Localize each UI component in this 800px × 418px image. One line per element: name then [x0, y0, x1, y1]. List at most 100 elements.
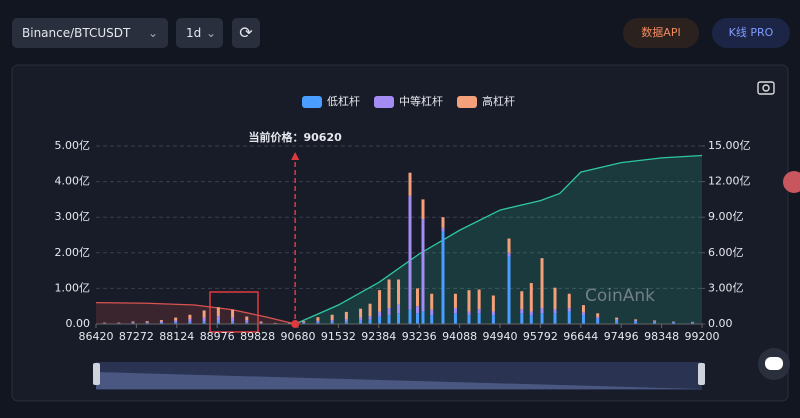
pro-button[interactable]: K线 PRO	[712, 18, 790, 48]
bar	[520, 291, 524, 310]
y2-tick-label: 15.00亿	[708, 139, 751, 152]
bar	[453, 313, 457, 324]
x-tick-label: 92384	[361, 330, 396, 343]
bar	[467, 311, 471, 316]
bar	[131, 322, 135, 323]
bar	[231, 309, 235, 318]
bar	[408, 309, 412, 324]
bar	[491, 311, 495, 316]
bar	[453, 307, 457, 314]
bar	[415, 306, 419, 314]
legend-label[interactable]: 低杠杆	[327, 94, 360, 108]
bar	[421, 199, 425, 219]
x-tick-label: 97496	[604, 330, 639, 343]
x-tick-label: 88976	[200, 330, 235, 343]
bar	[245, 320, 249, 323]
bar	[145, 321, 149, 323]
bar	[596, 318, 600, 324]
bar	[615, 320, 619, 324]
bar	[145, 322, 149, 324]
camera-icon[interactable]	[757, 81, 775, 95]
bar	[520, 309, 524, 314]
bar	[245, 322, 249, 324]
y2-tick-label: 12.00亿	[708, 175, 751, 188]
bar	[653, 320, 657, 322]
y2-tick-label: 9.00亿	[708, 210, 744, 223]
bar	[553, 309, 557, 314]
area-line	[95, 301, 296, 325]
x-tick-label: 87272	[119, 330, 154, 343]
chart: 0.00 1.00亿 2.00亿 3.00亿 4.00亿 5.00亿 0.00 3.00亿 6.…	[11, 64, 800, 402]
bar	[553, 287, 557, 310]
bar	[491, 315, 495, 324]
bar	[507, 256, 511, 324]
bar	[302, 322, 306, 324]
bar	[540, 258, 544, 308]
x-tick-label: 95792	[523, 330, 558, 343]
bar	[467, 315, 471, 324]
bar	[408, 195, 412, 310]
x-tick-label: 94940	[483, 330, 518, 343]
bar	[202, 317, 206, 322]
camera-lens	[762, 84, 770, 92]
bar	[359, 317, 363, 321]
bar	[441, 231, 445, 324]
bar	[529, 311, 533, 316]
bar	[316, 317, 320, 321]
legend-swatch	[457, 96, 477, 108]
bar	[567, 307, 571, 312]
bar	[378, 316, 382, 324]
bar	[634, 321, 638, 324]
bar	[316, 322, 320, 324]
x-tick-label: 88124	[159, 330, 194, 343]
bar	[672, 322, 676, 324]
bar	[368, 303, 372, 317]
pro-text: K线 PRO	[728, 26, 774, 39]
plot: 0.00 1.00亿 2.00亿 3.00亿 4.00亿 5.00亿 0.00 3.00亿 6.…	[55, 94, 751, 343]
refresh-button[interactable]: ⟳	[232, 18, 260, 48]
y2-tick-label: 0.00	[708, 317, 733, 330]
bar	[581, 312, 585, 316]
slider-handle[interactable]	[93, 363, 100, 385]
bar	[653, 321, 657, 324]
bar	[507, 238, 511, 253]
api-button[interactable]: 数据API	[623, 18, 699, 48]
bar	[259, 321, 263, 323]
bar	[397, 279, 401, 305]
watermark: CoinAnk	[585, 286, 655, 306]
bar	[231, 317, 235, 322]
legend-label[interactable]: 中等杠杆	[399, 94, 443, 108]
bar	[202, 321, 206, 324]
chat-icon	[765, 357, 783, 370]
bar	[188, 319, 192, 322]
interval-select[interactable]: 1d ⌄	[176, 18, 223, 48]
current-price-label: 当前价格：90620	[249, 130, 343, 144]
bar	[344, 319, 348, 322]
bar	[415, 288, 419, 307]
legend-label[interactable]: 高杠杆	[482, 94, 515, 108]
bar	[520, 313, 524, 324]
y-tick-label: 0.00	[66, 317, 91, 330]
x-tick-label: 90680	[281, 330, 316, 343]
bar	[378, 290, 382, 312]
side-icon[interactable]	[783, 171, 800, 193]
current-price-dot	[291, 320, 300, 328]
bar	[477, 309, 481, 314]
y-tick-label: 4.00亿	[55, 175, 91, 188]
bar	[368, 316, 372, 320]
bar	[529, 283, 533, 312]
bar	[216, 320, 220, 324]
slider-handle[interactable]	[698, 363, 705, 385]
bar	[430, 293, 434, 310]
bar	[378, 311, 382, 317]
y-tick-label: 5.00亿	[55, 139, 91, 152]
bar	[330, 314, 334, 321]
y-tick-label: 3.00亿	[55, 210, 91, 223]
caret: ⌄	[147, 26, 158, 40]
api-text: 数据API	[641, 26, 681, 39]
area-line	[294, 154, 703, 325]
bar	[174, 320, 178, 323]
bar	[202, 310, 206, 318]
legend-swatch	[302, 96, 322, 108]
symbol-select[interactable]: Binance/BTCUSDT ⌄	[12, 18, 168, 48]
